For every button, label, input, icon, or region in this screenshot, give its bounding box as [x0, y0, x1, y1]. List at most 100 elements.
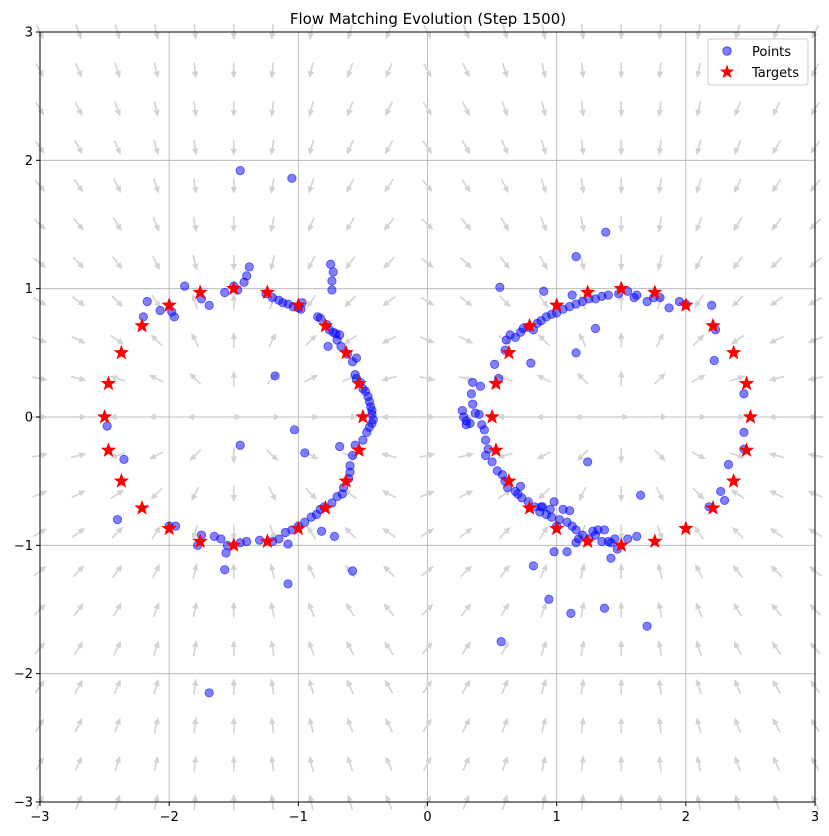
arrow-head [618, 755, 625, 763]
data-point [323, 341, 333, 352]
vector-arrow [656, 794, 664, 811]
vector-arrow [462, 756, 470, 772]
vector-arrow [501, 101, 509, 117]
arrow-head [187, 413, 194, 421]
vector-arrow [540, 678, 548, 695]
vector-arrow [305, 487, 317, 500]
vector-arrow [191, 332, 200, 348]
arrow-head [383, 261, 391, 269]
arrow-head [78, 452, 87, 459]
arrow-head [306, 300, 314, 309]
vector-arrow [384, 140, 394, 155]
y-tick-label: 0 [25, 411, 33, 426]
vector-arrow [34, 179, 46, 193]
vector-arrow [618, 601, 625, 618]
vector-arrow [462, 24, 470, 40]
arrow-head [463, 717, 470, 726]
arrow-head [771, 185, 779, 193]
arrow-head [541, 224, 548, 232]
legend-targets-marker [719, 64, 735, 79]
vector-arrow [695, 640, 703, 656]
arrow-head [76, 756, 83, 764]
data-point [526, 358, 536, 368]
arrow-head [811, 794, 818, 803]
arrow-head [381, 337, 390, 344]
arrow-head [307, 224, 314, 232]
legend-points-marker [722, 46, 732, 56]
vector-arrow [266, 449, 279, 462]
vector-arrow [691, 374, 706, 383]
arrow-head [149, 453, 157, 460]
arrow-head [383, 603, 391, 611]
vector-arrow [75, 24, 83, 40]
arrow-head [656, 186, 663, 194]
vector-arrow [385, 62, 393, 78]
data-point [466, 389, 477, 399]
arrow-head [153, 224, 160, 232]
data-point [490, 359, 500, 369]
arrow-head [579, 601, 586, 610]
vector-arrow [498, 526, 511, 539]
arrow-head [37, 69, 44, 78]
data-point [280, 527, 291, 538]
arrow-head [656, 563, 663, 571]
vector-arrow [230, 178, 237, 194]
data-point [739, 427, 749, 437]
vector-arrow [579, 62, 586, 79]
arrow-head [230, 794, 237, 801]
arrow-head [346, 755, 353, 764]
arrow-head [772, 146, 779, 155]
x-tick-label: 2 [682, 810, 690, 825]
vector-arrow [112, 564, 123, 578]
arrow-head [807, 413, 814, 421]
vector-arrow [307, 255, 316, 271]
vector-arrow [112, 217, 122, 232]
arrow-head [772, 679, 779, 688]
arrow-head [78, 337, 86, 344]
data-point [571, 538, 581, 548]
arrow-head [153, 678, 160, 687]
vector-arrow [303, 374, 319, 383]
vector-arrow [461, 101, 470, 117]
target-star [488, 442, 504, 458]
vector-arrow [152, 178, 160, 194]
vector-arrow [307, 563, 316, 579]
vector-arrow [772, 24, 780, 40]
data-point [632, 531, 642, 541]
vector-arrow [498, 295, 511, 308]
vector-arrow [460, 217, 472, 231]
arrow-head [230, 533, 237, 541]
vector-arrow [807, 375, 824, 382]
vector-arrow [695, 717, 702, 733]
data-point [102, 421, 112, 431]
data-point [623, 534, 633, 544]
vector-arrow [500, 640, 509, 656]
arrow-head [191, 794, 199, 802]
vector-arrow [346, 139, 354, 155]
arrow-head [230, 225, 237, 233]
data-point [716, 486, 726, 497]
arrow-head [464, 603, 472, 611]
vector-arrow [32, 528, 47, 538]
arrow-head [37, 794, 44, 803]
arrow-head [153, 70, 160, 79]
data-point [528, 561, 539, 571]
target-star [338, 472, 354, 488]
vector-arrow [112, 256, 123, 270]
arrow-head [230, 264, 237, 271]
vector-arrow [461, 178, 471, 193]
points-series [102, 166, 749, 698]
vector-arrow [345, 217, 355, 232]
vector-arrow [579, 23, 586, 40]
vector-arrow [264, 413, 281, 421]
vector-arrow [809, 179, 821, 193]
arrow-head [464, 641, 471, 649]
target-star [484, 408, 500, 424]
vector-arrow [729, 452, 746, 459]
vector-arrow [579, 563, 586, 579]
target-star [725, 344, 742, 360]
vector-arrow [460, 603, 472, 617]
data-point [155, 305, 165, 316]
arrow-head [656, 794, 664, 802]
arrow-head [307, 678, 315, 687]
